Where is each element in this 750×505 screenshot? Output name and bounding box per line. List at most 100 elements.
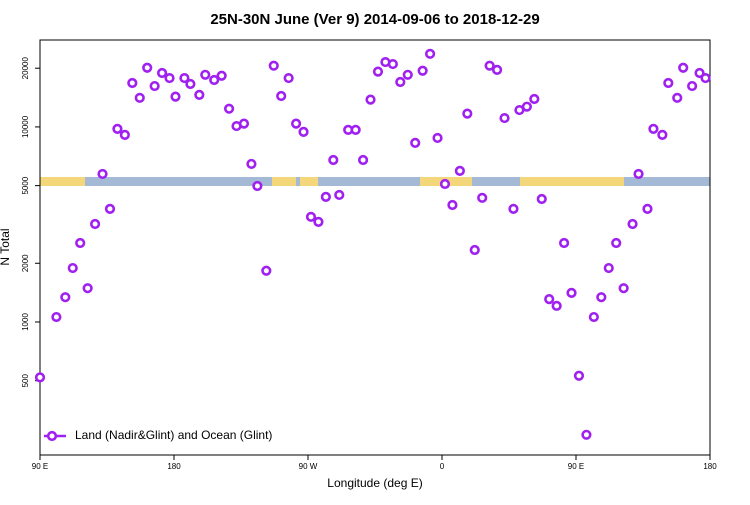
point (51, 311, 62, 323)
x-tick-label: 90 W (299, 462, 318, 471)
legend-label: Land (Nadir&Glint) and Ocean (Glint) (75, 428, 272, 442)
point (700, 72, 711, 84)
ocean-band (40, 177, 710, 186)
point (618, 283, 629, 294)
point (627, 218, 638, 230)
y-tick-label: 2000 (21, 254, 30, 272)
point (142, 62, 153, 73)
point (290, 118, 302, 129)
point (508, 203, 519, 214)
x-axis-label: Longitude (deg E) (327, 476, 422, 490)
point (305, 211, 317, 222)
point (261, 265, 272, 276)
point (657, 129, 668, 141)
point (410, 137, 421, 149)
point (200, 69, 211, 80)
plot-frame (39, 39, 711, 456)
point (82, 283, 93, 294)
point (179, 72, 190, 84)
point (424, 48, 436, 59)
point (209, 74, 220, 86)
point (372, 66, 384, 77)
point (216, 70, 227, 81)
point (551, 300, 562, 311)
point (238, 118, 250, 129)
legend-marker (46, 430, 58, 442)
point (127, 77, 138, 89)
point (276, 90, 287, 102)
point (97, 168, 108, 180)
point (75, 237, 86, 249)
point (454, 165, 465, 177)
point (402, 69, 413, 80)
y-tick-label: 10000 (21, 115, 30, 138)
point (60, 292, 71, 303)
point (170, 91, 181, 102)
point (491, 64, 503, 76)
point (194, 89, 205, 100)
point (313, 216, 324, 227)
point (104, 203, 116, 214)
point (469, 244, 480, 256)
point (350, 124, 361, 135)
point (477, 192, 488, 203)
point (521, 101, 532, 112)
point (89, 218, 101, 230)
point (67, 262, 78, 274)
point (34, 372, 46, 383)
x-tick-label: 0 (440, 462, 445, 471)
point (298, 126, 309, 137)
chart-title: 25N-30N June (Ver 9) 2014-09-06 to 2018-… (210, 11, 539, 28)
point (672, 92, 683, 103)
point (357, 154, 369, 166)
point (678, 62, 689, 73)
point (447, 199, 458, 211)
point (588, 311, 599, 323)
point (566, 287, 577, 298)
point (185, 78, 196, 90)
point (687, 80, 698, 92)
point (268, 60, 279, 71)
point (134, 92, 145, 103)
point (611, 237, 622, 249)
point (395, 76, 406, 88)
x-tick-label: 180 (703, 462, 717, 471)
point (439, 178, 451, 190)
point (252, 180, 263, 192)
y-tick-label: 1000 (21, 313, 30, 331)
point (328, 154, 339, 166)
point (283, 72, 294, 84)
point (164, 72, 175, 84)
point (462, 108, 473, 119)
point (499, 112, 510, 124)
x-tick-label: 90 E (568, 462, 584, 471)
point (633, 168, 644, 180)
point (246, 158, 257, 170)
point (596, 292, 607, 303)
point (663, 77, 674, 89)
point (365, 94, 376, 105)
y-axis-label: N Total (0, 228, 12, 265)
y-tick-label: 20000 (21, 57, 30, 80)
point (320, 191, 331, 202)
point (544, 294, 555, 305)
point (529, 93, 540, 105)
point (648, 123, 659, 134)
point (573, 370, 585, 381)
point (603, 262, 614, 274)
point (112, 123, 123, 134)
point (223, 103, 235, 114)
point (536, 193, 547, 205)
x-tick-label: 180 (167, 462, 181, 471)
point (432, 132, 443, 144)
x-tick-label: 90 E (32, 462, 48, 471)
point (387, 58, 398, 70)
point (558, 237, 570, 249)
point (119, 129, 130, 141)
point (581, 429, 592, 440)
point (642, 203, 653, 214)
point (694, 67, 705, 79)
point (149, 80, 160, 92)
point (156, 67, 168, 79)
